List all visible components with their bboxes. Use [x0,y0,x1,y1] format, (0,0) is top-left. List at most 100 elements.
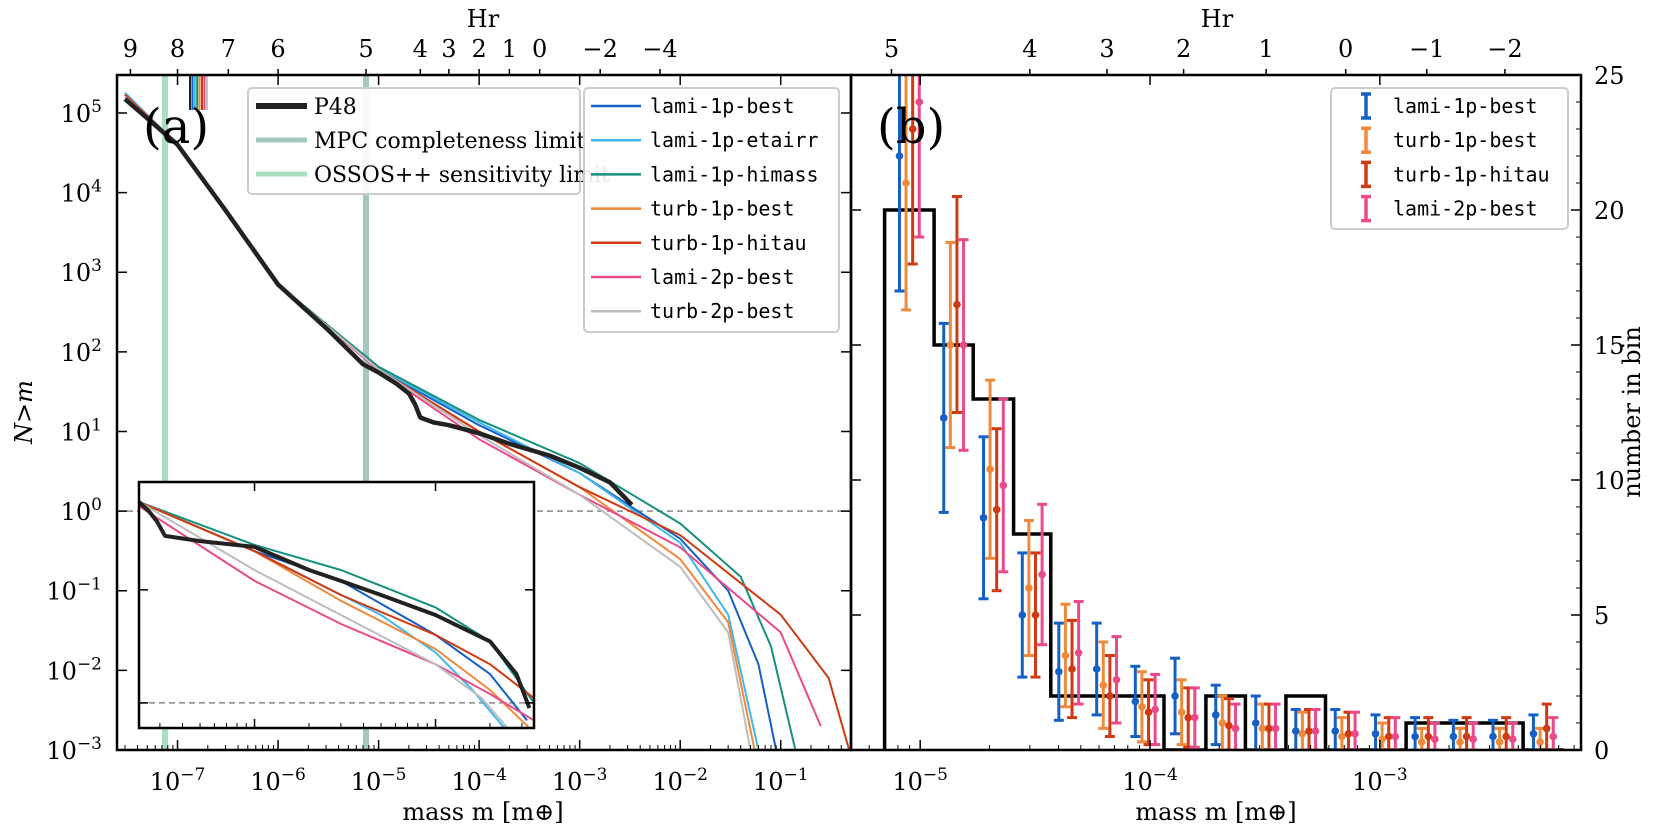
errorbar-turb-1p-hitau [1104,654,1115,738]
errorbar-turb-1p-best [1494,726,1505,750]
top-tick-label: 0 [1338,35,1353,63]
errorbar-turb-1p-hitau [1030,551,1041,679]
inset-series-line-P48 [139,500,532,709]
errorbar-lami-2p-best [1150,672,1161,747]
errorbar-lami-2p-best [958,238,969,452]
errorbar-lami-2p-best [1429,721,1440,750]
y-tick-label: 100 [61,495,102,526]
errorbar-turb-1p-hitau [1501,716,1512,750]
errorbar-lami-1p-best [1330,708,1341,750]
top-tick-label: −4 [642,35,677,63]
top-tick-label: 1 [502,35,517,63]
legend-errorbar-swatch [1361,194,1371,223]
errorbar-turb-1p-best [1454,726,1465,750]
inset-plot [137,480,536,730]
y-tick-label: 15 [1594,332,1625,360]
y-tick-label: 10−1 [46,575,102,606]
x-tick-label: 10−5 [892,765,948,796]
legend-limits-box [247,87,581,195]
errorbar-lami-2p-best [1350,710,1361,750]
y-tick-label: 101 [61,415,102,446]
x-tick-label: 10−4 [451,765,507,796]
errorbar-lami-2p-best [1270,702,1281,750]
errorbar-turb-1p-hitau [951,195,962,414]
panel-a-y-axis-label: N>m [10,380,38,445]
errorbar-turb-1p-best [1176,678,1187,747]
series-line-P48 [123,97,634,507]
y-tick-label: 0 [1594,737,1609,765]
y-tick-label: 104 [61,177,102,208]
errorbar-lami-2p-best [1390,716,1401,750]
errorbar-lami-1p-best [1210,683,1221,747]
x-tick-label: 10−4 [1122,765,1178,796]
errorbar-lami-1p-best [1290,708,1301,750]
errorbar-lami-1p-best [1410,716,1421,750]
errorbar-turb-1p-best [985,378,996,560]
top-tick-label: 5 [884,35,899,63]
errorbar-turb-1p-best [1336,716,1347,750]
top-tick-label: 0 [532,35,547,63]
y-tick-label: 10 [1594,467,1625,495]
top-tick-label: 6 [270,35,285,63]
panel-a-top-axis-label: Hr [467,5,500,33]
top-tick-label: 8 [170,35,185,63]
y-tick-label: 103 [61,256,102,287]
legend-label: turb-1p-best [650,197,795,221]
legend-errorbar-swatch [1361,126,1371,154]
top-tick-label: −2 [582,35,617,63]
legend-label: lami-1p-himass [650,162,819,186]
errorbar-lami-1p-best [1250,694,1261,750]
errorbar-turb-1p-best [901,75,912,312]
errorbar-turb-1p-hitau [1143,678,1154,747]
errorbar-lami-2p-best [914,75,925,239]
inset-lines [139,500,534,728]
errorbar-turb-1p-best [1098,640,1109,730]
errorbar-lami-1p-best [1370,713,1381,750]
y-tick-label: 5 [1594,602,1609,630]
errorbar-turb-1p-best [1136,670,1147,744]
top-tick-label: −1 [1409,35,1444,63]
legend-label: turb-1p-hitau [1393,162,1550,186]
panel-a-label: (a) [143,99,209,155]
legend-label: P48 [314,95,357,120]
errorbar-lami-2p-best [1310,708,1321,750]
y-tick-label: 25 [1594,62,1625,90]
panel-a-x-axis-label: mass m [m⊕] [402,798,563,826]
errorbar-turb-1p-best [945,240,956,450]
errorbar-turb-1p-hitau [991,427,1002,593]
errorbar-lami-1p-best [1448,718,1459,750]
top-tick-label: 3 [441,35,456,63]
legend-errorbar-swatch [1361,92,1371,120]
legend-label: turb-1p-best [1393,128,1538,152]
errorbar-turb-1p-hitau [1383,716,1394,750]
top-tick-label: 3 [1099,35,1114,63]
errorbar-turb-1p-hitau [1461,716,1472,750]
panel-b-x-axis-label: mass m [m⊕] [1135,798,1296,826]
inset-series-line-lami-2p-best [139,505,534,722]
errorbar-turb-1p-hitau [1541,702,1552,750]
top-tick-label: −2 [1487,35,1522,63]
inset-background [139,482,534,728]
errorbar-lami-2p-best [998,397,1009,574]
panel-a-plot [117,75,851,750]
legend-models-box [583,87,840,333]
errorbar-lami-2p-best [1037,502,1048,647]
legend-limits: P48 MPC completeness limit OSSOS++ sensiti… [247,87,610,195]
x-tick-label: 10−3 [1352,765,1408,796]
legend-models-b-box [1330,87,1569,230]
errorbar-turb-1p-hitau [1223,697,1234,750]
p48-histogram [882,208,1564,750]
top-tick-label: 2 [1176,35,1191,63]
top-tick-label: 1 [1258,35,1273,63]
x-tick-label: 10−1 [753,765,809,796]
errorbar-lami-1p-best [978,435,989,601]
y-tick-label: 10−3 [46,734,102,765]
legend-label: MPC completeness limit [314,129,585,154]
errorbar-turb-1p-best [1023,519,1034,657]
panel-b-label: (b) [877,99,945,155]
errorbar-turb-1p-hitau [907,75,918,266]
top-tick-label: 9 [123,35,138,63]
errorbar-lami-1p-best [1017,551,1028,679]
